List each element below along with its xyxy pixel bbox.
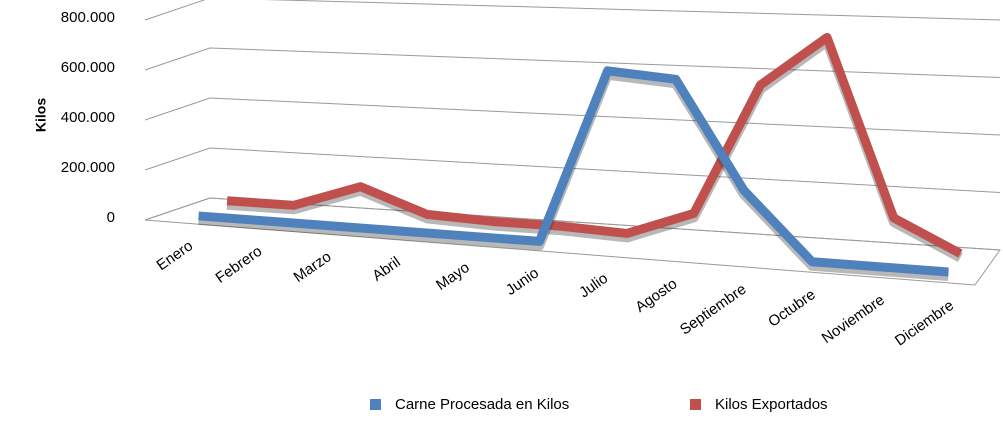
x-tick-label: Julio (576, 270, 611, 302)
grid-line (144, 97, 1001, 136)
data-line (226, 32, 963, 258)
floor (144, 197, 1001, 286)
grid-line (144, 0, 1001, 21)
x-tick-label: Mayo (433, 259, 473, 294)
x-tick-label: Noviembre (819, 291, 888, 347)
x-tick-label: Agosto (632, 275, 680, 316)
grid-line (144, 47, 1001, 78)
legend-swatch (690, 399, 701, 410)
x-tick-label: Septiembre (677, 281, 750, 339)
legend-label: Carne Procesada en Kilos (395, 396, 569, 413)
legend-swatch (370, 399, 381, 410)
x-tick-label: Junio (503, 264, 542, 298)
y-tick-label: 0 (107, 209, 115, 226)
x-tick-label: Marzo (291, 248, 335, 286)
x-tick-label: Enero (154, 237, 197, 274)
line-shadow (198, 69, 949, 281)
y-tick-label: 400.000 (61, 109, 115, 126)
data-line (198, 66, 949, 277)
y-tick-label: 600.000 (61, 59, 115, 76)
x-tick-label: Febrero (213, 243, 266, 287)
x-tick-label: Abril (369, 254, 403, 285)
legend-label: Kilos Exportados (715, 396, 828, 413)
y-tick-label: 800.000 (61, 9, 115, 26)
x-tick-label: Diciembre (892, 297, 957, 350)
y-tick-label: 200.000 (61, 159, 115, 176)
x-tick-label: Octubre (765, 286, 818, 331)
y-axis-title: Kilos (33, 98, 49, 132)
